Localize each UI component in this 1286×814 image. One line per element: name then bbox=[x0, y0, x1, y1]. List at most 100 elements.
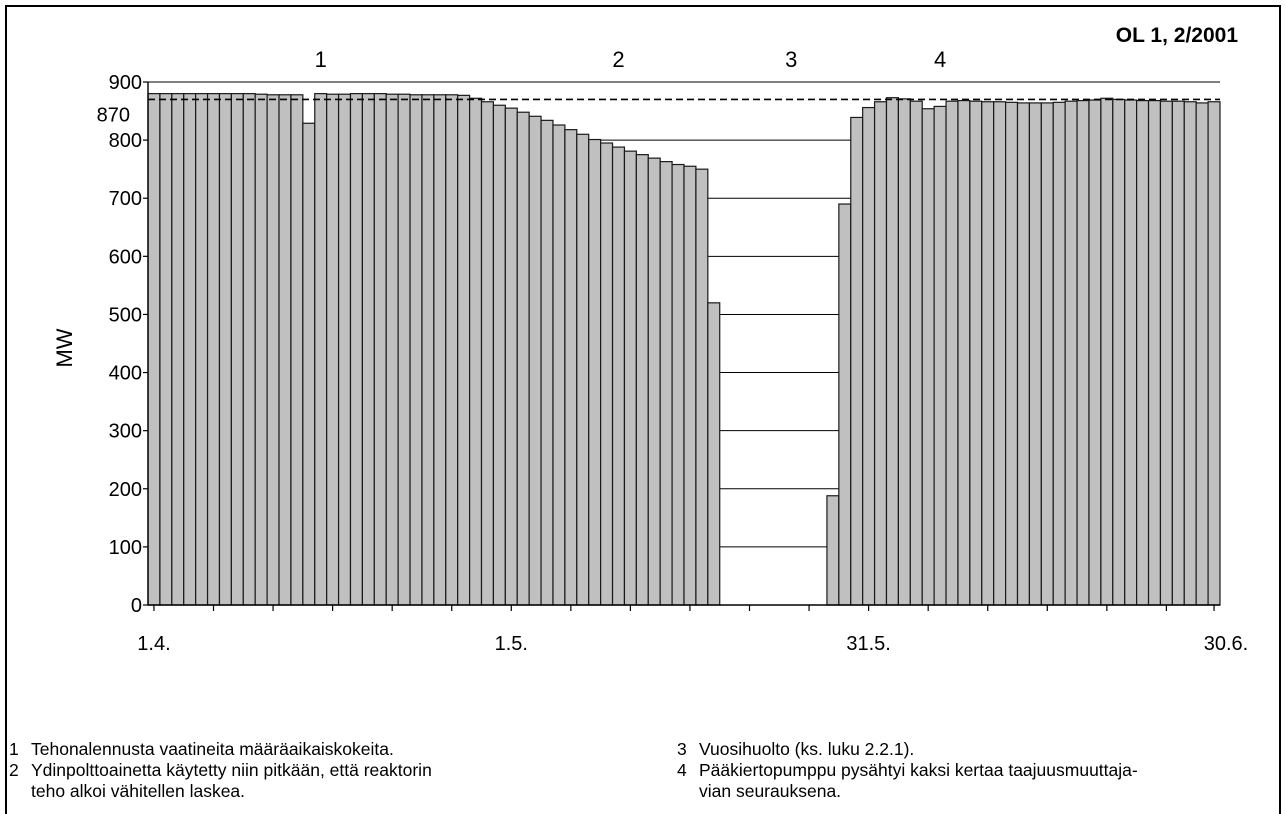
bar bbox=[659, 161, 673, 606]
y-tick-label: 200 bbox=[109, 479, 142, 501]
bar bbox=[457, 94, 471, 606]
footnote-text: Ydinpolttoainetta käytetty niin pitkään,… bbox=[31, 760, 432, 801]
y-tick-label: 0 bbox=[131, 595, 142, 617]
bar bbox=[600, 142, 614, 606]
x-tick-label: 1.4. bbox=[137, 633, 170, 655]
y-tick-label: 400 bbox=[109, 363, 142, 385]
bar bbox=[1171, 100, 1185, 606]
bar bbox=[302, 122, 316, 606]
reference-line-label: 870 bbox=[97, 104, 130, 126]
bar bbox=[433, 94, 447, 606]
bar bbox=[445, 94, 459, 606]
bar bbox=[552, 124, 566, 606]
bar bbox=[838, 203, 852, 606]
footnote-text: Tehonalennusta vaatineita määräaikaiskok… bbox=[31, 739, 394, 759]
bar bbox=[397, 93, 411, 606]
footnote-2: 2 Ydinpolttoainetta käytetty niin pitkää… bbox=[9, 760, 609, 802]
bar bbox=[707, 302, 721, 606]
bar bbox=[421, 94, 435, 606]
bar bbox=[1136, 99, 1150, 606]
period-marker: 1 bbox=[315, 47, 327, 72]
bar bbox=[647, 157, 661, 606]
bar bbox=[266, 94, 280, 606]
bar bbox=[933, 105, 947, 606]
footnote-number: 4 bbox=[677, 760, 687, 780]
bar bbox=[373, 93, 387, 606]
bar bbox=[1124, 99, 1138, 606]
bar bbox=[1112, 98, 1126, 606]
bar bbox=[897, 98, 911, 606]
y-tick-label: 500 bbox=[109, 304, 142, 326]
period-marker: 2 bbox=[612, 47, 624, 72]
bar bbox=[635, 154, 649, 606]
bar bbox=[540, 119, 554, 606]
bar bbox=[1076, 99, 1090, 606]
bar bbox=[1159, 100, 1173, 606]
y-tick-label: 800 bbox=[109, 130, 142, 152]
bar bbox=[183, 93, 197, 606]
bar bbox=[1040, 102, 1054, 606]
bar bbox=[361, 93, 375, 606]
bar bbox=[195, 93, 209, 606]
bar bbox=[1052, 101, 1066, 606]
bar bbox=[290, 94, 304, 606]
y-axis-label: MW bbox=[52, 328, 77, 367]
bar bbox=[683, 165, 697, 606]
y-tick-label: 300 bbox=[109, 421, 142, 443]
bar bbox=[206, 93, 221, 606]
bar bbox=[1195, 102, 1209, 606]
bar bbox=[528, 115, 542, 606]
y-tick-label: 100 bbox=[109, 537, 142, 559]
bar bbox=[945, 100, 959, 606]
bar bbox=[623, 150, 637, 606]
bar bbox=[409, 94, 423, 606]
chart-title: OL 1, 2/2001 bbox=[1116, 24, 1239, 47]
bar bbox=[885, 97, 900, 606]
footnote-4: 4 Pääkiertopumppu pysähtyi kaksi kertaa … bbox=[677, 760, 1277, 802]
bar bbox=[1064, 100, 1078, 606]
period-marker: 4 bbox=[934, 47, 946, 72]
bar bbox=[1016, 102, 1031, 606]
bar bbox=[981, 101, 995, 606]
bar bbox=[564, 129, 578, 606]
bar bbox=[1147, 99, 1162, 606]
footnotes-left: 1 Tehonalennusta vaatineita määräaikaisk… bbox=[9, 739, 609, 802]
bar bbox=[576, 133, 590, 606]
bar bbox=[326, 93, 340, 606]
bar bbox=[159, 93, 173, 606]
bar bbox=[957, 99, 971, 606]
bar bbox=[1207, 101, 1221, 606]
bar bbox=[1028, 102, 1042, 606]
bar bbox=[314, 93, 328, 606]
footnote-number: 2 bbox=[9, 760, 19, 780]
y-tick-label: 700 bbox=[109, 188, 142, 210]
bar bbox=[516, 111, 530, 606]
footnote-text: Vuosihuolto (ks. luku 2.2.1). bbox=[699, 739, 915, 759]
footnote-number: 1 bbox=[9, 739, 19, 759]
footnote-3: 3 Vuosihuolto (ks. luku 2.2.1). bbox=[677, 739, 1277, 760]
bar bbox=[611, 146, 626, 606]
bar bbox=[671, 163, 685, 606]
chart-frame bbox=[5, 5, 1281, 814]
footnotes-right: 3 Vuosihuolto (ks. luku 2.2.1). 4 Pääkie… bbox=[677, 739, 1277, 802]
bar bbox=[254, 93, 268, 606]
bar bbox=[230, 93, 244, 606]
bar bbox=[469, 97, 483, 606]
bar bbox=[862, 106, 876, 606]
bar bbox=[385, 93, 399, 606]
footnote-text: Pääkiertopumppu pysähtyi kaksi kertaa ta… bbox=[699, 760, 1138, 801]
period-marker: 3 bbox=[785, 47, 797, 72]
bar bbox=[337, 93, 352, 606]
bar bbox=[826, 495, 840, 606]
bar bbox=[480, 101, 495, 606]
bar bbox=[1183, 101, 1197, 606]
bar bbox=[147, 93, 161, 606]
bar bbox=[1100, 97, 1114, 606]
bar bbox=[588, 138, 602, 606]
bar bbox=[695, 168, 709, 606]
bar bbox=[171, 93, 185, 606]
bar bbox=[969, 100, 983, 606]
bar bbox=[278, 94, 292, 606]
bar bbox=[909, 100, 923, 606]
